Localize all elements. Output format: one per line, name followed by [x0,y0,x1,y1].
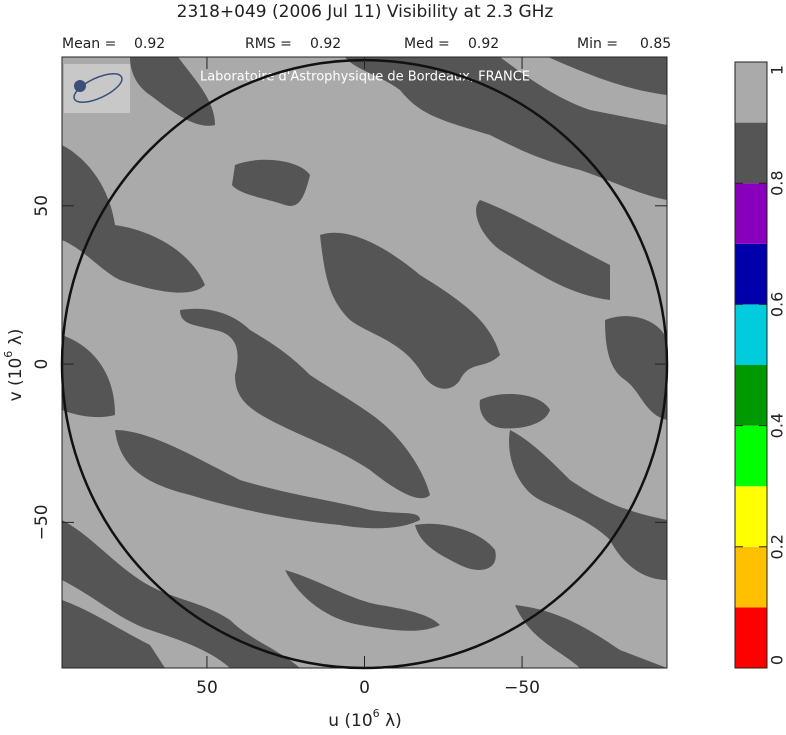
colorbar-segment [735,62,767,123]
x-label-text: u (10 [328,711,372,731]
stat-value: 0.92 [468,36,499,52]
region [509,430,667,580]
colorbar-tick-label: 0.4 [768,413,786,438]
region [605,316,667,420]
stat-label: Med = [404,36,450,52]
region [285,570,440,631]
stat-value: 0.85 [640,36,671,52]
region [479,394,550,429]
region [345,57,667,200]
colorbar-tick-label: 0.8 [768,170,786,195]
colorbar-segment [735,243,767,305]
watermark: Laboratoire d'Astrophysique de Bordeaux,… [200,70,530,85]
colorbar-segment [735,183,767,244]
y-tick-label: 0 [32,359,52,370]
colorbar-frame [734,61,768,669]
y-label-sup: 6 [2,351,15,358]
region [515,605,667,668]
stat-value: 0.92 [310,36,341,52]
colorbar-tick-label: 0.6 [768,292,786,317]
stat-label: Mean = [62,36,116,52]
region [180,308,430,499]
colorbar-tick-label: 0.2 [768,534,786,559]
region [62,600,165,668]
region [320,232,500,389]
colorbar-segment [735,304,767,365]
low-visibility-regions [62,57,667,668]
colorbar-segment [735,365,767,426]
x-tick-label: −50 [504,678,540,698]
region [415,523,496,570]
stat-label: RMS = [245,36,292,52]
colorbar-segment [735,546,767,608]
logo [64,64,130,113]
stat-label: Min = [577,36,618,52]
colorbar-tick-label: 0 [768,655,786,665]
region [115,430,420,529]
x-tick-label: 0 [359,678,370,698]
y-label-tail: λ) [6,329,26,351]
y-tick-label: −50 [32,504,52,540]
colorbar-segment [735,607,767,668]
x-axis-title: u (106 λ) [328,707,402,731]
region [476,200,610,300]
stat-value: 0.92 [134,36,165,52]
x-label-tail: λ) [380,711,402,731]
x-tick-label: 50 [196,678,218,698]
region [62,520,300,668]
region [232,159,310,206]
region [62,335,115,418]
region [62,145,205,293]
colorbar-tick-label: 1 [768,65,786,75]
region [130,57,215,126]
colorbar-segment [735,425,767,487]
y-axis-title: v (106 λ) [2,329,26,402]
x-label-sup: 6 [373,707,380,720]
region [548,57,667,95]
y-label-text: v (10 [6,358,26,402]
colorbar-segment [735,486,767,547]
colorbar-segment [735,122,767,184]
y-tick-label: 50 [32,195,52,217]
chart-title: 2318+049 (2006 Jul 11) Visibility at 2.3… [177,2,554,22]
